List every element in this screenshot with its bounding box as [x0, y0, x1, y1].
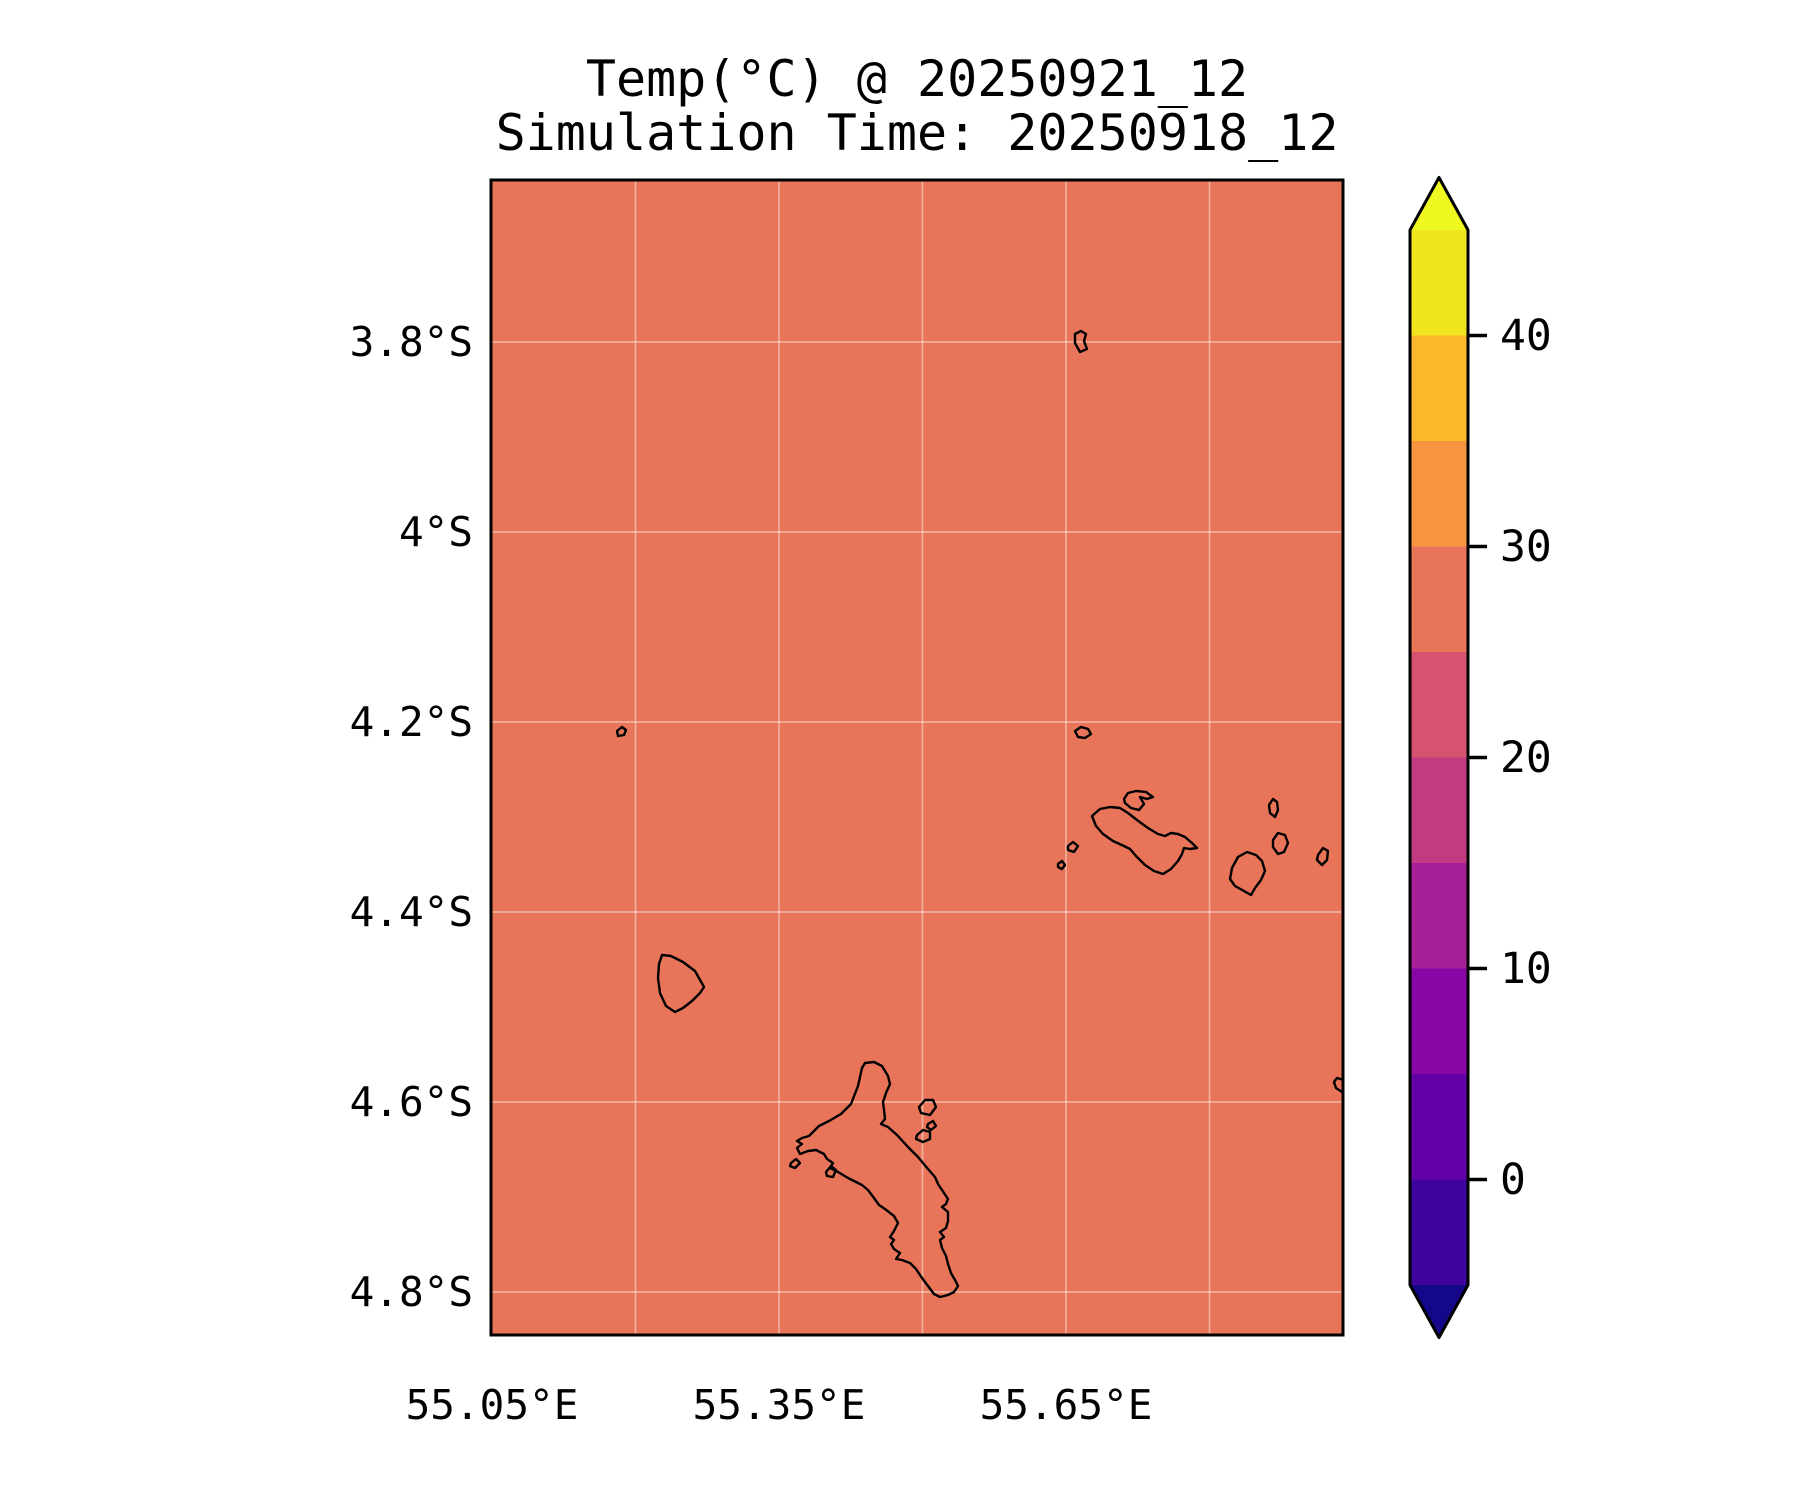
colorbar-tick-label-20: 20	[1500, 733, 1552, 783]
colorbar-band-25-30	[1410, 546, 1468, 652]
colorbar-tick-label-40: 40	[1500, 311, 1552, 361]
island-praslin	[1090, 805, 1199, 876]
colorbar-tick-label-30: 30	[1500, 522, 1552, 572]
island-denis	[1073, 329, 1089, 354]
island-felicite	[1271, 831, 1290, 856]
colorbar-band-30-35	[1410, 441, 1468, 547]
colorbar-outline	[1408, 176, 1470, 1339]
island-silhouette	[656, 953, 706, 1014]
island-la-digue	[1228, 850, 1267, 897]
islet-conception	[824, 1164, 838, 1179]
islet-ste-anne-a	[917, 1098, 938, 1117]
colorbar	[1408, 176, 1487, 1339]
island-curieuse	[1122, 789, 1155, 812]
colorbar-tick-label-0: 0	[1500, 1155, 1526, 1205]
islet-ste-anne-b	[925, 1119, 938, 1132]
colorbar-band-5-10	[1410, 968, 1468, 1074]
map-frame	[489, 178, 1345, 1337]
colorbar-band-35-40	[1410, 335, 1468, 441]
figure-title: Temp(°C) @ 20250921_12	[585, 50, 1249, 108]
map-plot-area	[491, 180, 1343, 1335]
y-tick-label-3.8s: 3.8°S	[349, 318, 473, 366]
y-tick-label-4.4s: 4.4°S	[349, 888, 473, 936]
colorbar-under-arrow	[1410, 1285, 1468, 1338]
figure-title-block: Temp(°C) @ 20250921_12 Simulation Time: …	[491, 50, 1343, 162]
colorbar-band-0-5	[1410, 1074, 1468, 1180]
x-tick-label-55.65e: 55.65°E	[979, 1381, 1153, 1429]
colorbar-band-10-15	[1410, 863, 1468, 969]
islet-west-of-praslin-2	[1056, 859, 1067, 871]
island-marianne	[1267, 797, 1280, 819]
colorbar-over-arrow	[1410, 177, 1468, 230]
colorbar-band-20-25	[1410, 652, 1468, 758]
islet-mamelles	[615, 725, 628, 738]
figure-subtitle: Simulation Time: 20250918_12	[495, 103, 1339, 162]
y-tick-label-4.6s: 4.6°S	[349, 1078, 473, 1126]
colorbar-tick-label-10: 10	[1500, 944, 1552, 994]
islet-ste-anne-c	[914, 1128, 932, 1144]
island-aride	[1073, 725, 1093, 740]
y-tick-label-4.2s: 4.2°S	[349, 698, 473, 746]
islet-therese	[788, 1157, 802, 1170]
colorbar-tick-marks	[1468, 333, 1487, 1182]
colorbar-band-15-20	[1410, 757, 1468, 863]
colorbar-band-40-45	[1410, 230, 1468, 336]
y-tick-label-4.8s: 4.8°S	[349, 1268, 473, 1316]
y-tick-label-4s: 4°S	[398, 508, 473, 556]
islet-east-edge	[1315, 846, 1330, 867]
coastlines-layer	[615, 329, 1343, 1299]
x-tick-label-55.35e: 55.35°E	[692, 1381, 866, 1429]
colorbar-band-m5-0	[1410, 1179, 1468, 1285]
islet-west-of-praslin	[1066, 840, 1080, 854]
map-gridlines	[492, 181, 1342, 1334]
x-tick-label-55.05e: 55.05°E	[405, 1381, 579, 1429]
island-mahe	[795, 1060, 960, 1299]
